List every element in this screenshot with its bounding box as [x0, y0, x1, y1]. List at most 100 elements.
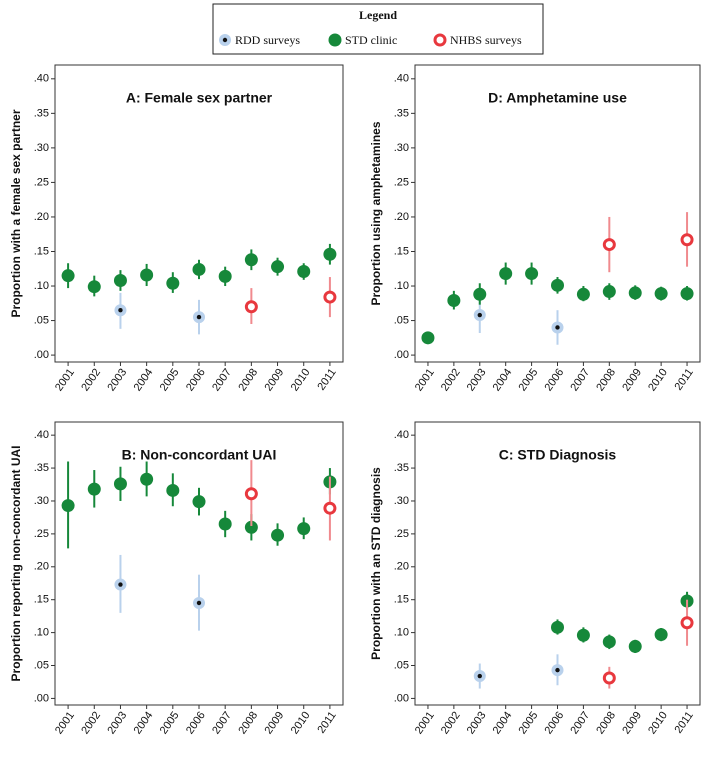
std-point	[499, 267, 513, 281]
y-axis-label: Proportion with a female sex partner	[9, 109, 23, 317]
y-tick-label: .20	[34, 561, 49, 573]
std-point	[61, 499, 75, 513]
std-point	[602, 635, 616, 649]
y-tick-label: .00	[34, 692, 49, 704]
std-point	[113, 273, 127, 287]
y-tick-label: .10	[34, 280, 49, 292]
y-tick-label: .20	[394, 211, 409, 223]
x-tick-label: 2005	[517, 710, 541, 737]
x-tick-label: 2003	[105, 710, 129, 737]
legend-box	[212, 3, 544, 55]
x-tick-label: 2001	[53, 367, 77, 394]
x-tick-label: 2003	[465, 710, 489, 737]
x-tick-label: 2005	[517, 367, 541, 394]
legend-label: RDD surveys	[235, 33, 300, 47]
y-tick-label: .30	[394, 142, 409, 154]
std-point	[297, 522, 311, 536]
y-tick-label: .05	[394, 314, 409, 326]
x-tick-label: 2011	[315, 710, 338, 736]
y-tick-label: .05	[34, 659, 49, 671]
std-point	[628, 286, 642, 300]
rdd-point-center	[196, 600, 202, 606]
x-tick-label: 2004	[132, 710, 156, 737]
x-tick-label: 2004	[491, 367, 515, 394]
panel-title: A: Female sex partner	[126, 90, 273, 106]
y-tick-label: .00	[394, 349, 409, 361]
x-tick-label: 2008	[236, 367, 260, 394]
std-point	[576, 287, 590, 301]
y-tick-label: .10	[394, 627, 409, 639]
rdd-point-center	[555, 325, 560, 330]
x-tick-label: 2007	[210, 367, 234, 394]
y-tick-label: .25	[394, 528, 409, 540]
y-tick-label: .30	[34, 495, 49, 507]
nhbs-point	[602, 671, 616, 685]
std-point	[218, 517, 232, 531]
x-tick-label: 2005	[158, 367, 182, 394]
x-tick-label: 2011	[315, 367, 338, 393]
x-tick-label: 2009	[620, 367, 644, 394]
std-point	[113, 477, 127, 491]
plot-frame	[54, 421, 344, 706]
y-tick-label: .20	[394, 561, 409, 573]
std-point	[602, 285, 616, 299]
legend-label: NHBS surveys	[450, 33, 522, 47]
rdd-point-center	[196, 314, 202, 320]
std-point	[525, 267, 539, 281]
rdd-point-center	[555, 667, 560, 673]
y-tick-label: .10	[394, 280, 409, 292]
x-tick-label: 2006	[184, 710, 208, 737]
x-tick-label: 2010	[289, 367, 313, 394]
y-tick-label: .40	[34, 73, 49, 85]
rdd-point-center	[118, 582, 123, 587]
std-point	[680, 287, 694, 301]
y-axis-label: Proportion with an STD diagnosis	[369, 467, 383, 660]
std-point	[166, 483, 180, 497]
nhbs-point	[433, 33, 447, 47]
x-tick-label: 2011	[672, 367, 695, 393]
rdd-point-center	[222, 37, 228, 43]
std-point	[271, 528, 285, 542]
std-point	[218, 269, 232, 283]
x-tick-label: 2006	[184, 367, 208, 394]
std-point	[87, 280, 101, 294]
y-tick-label: .25	[34, 528, 49, 540]
nhbs-point	[323, 290, 337, 304]
std-point	[61, 269, 75, 283]
x-tick-label: 2001	[53, 710, 77, 737]
x-tick-label: 2001	[413, 710, 437, 737]
legend-title: Legend	[359, 8, 397, 22]
std-point	[473, 287, 487, 301]
nhbs-point	[244, 300, 258, 314]
x-tick-label: 2006	[542, 367, 566, 394]
x-tick-label: 2003	[105, 367, 129, 394]
x-tick-label: 2002	[79, 367, 103, 394]
x-tick-label: 2008	[236, 710, 260, 737]
std-point	[140, 472, 154, 486]
y-tick-label: .05	[394, 659, 409, 671]
x-tick-label: 2009	[620, 710, 644, 737]
y-tick-label: .15	[394, 245, 409, 257]
std-point	[271, 260, 285, 274]
y-axis-label: Proportion using amphetamines	[369, 121, 383, 305]
x-tick-label: 2003	[465, 367, 489, 394]
std-point	[328, 33, 342, 47]
std-point	[654, 628, 668, 642]
std-point	[654, 287, 668, 301]
x-tick-label: 2009	[263, 710, 287, 737]
y-tick-label: .10	[34, 627, 49, 639]
x-tick-label: 2001	[413, 367, 437, 394]
x-tick-label: 2007	[568, 367, 592, 394]
y-tick-label: .15	[394, 594, 409, 606]
panel-title: B: Non-concordant UAI	[122, 447, 277, 463]
std-point	[323, 247, 337, 261]
y-tick-label: .35	[394, 107, 409, 119]
y-tick-label: .35	[34, 107, 49, 119]
x-tick-label: 2010	[289, 710, 313, 737]
x-tick-label: 2007	[568, 710, 592, 737]
y-tick-label: .25	[34, 176, 49, 188]
x-tick-label: 2009	[263, 367, 287, 394]
std-point	[87, 482, 101, 496]
